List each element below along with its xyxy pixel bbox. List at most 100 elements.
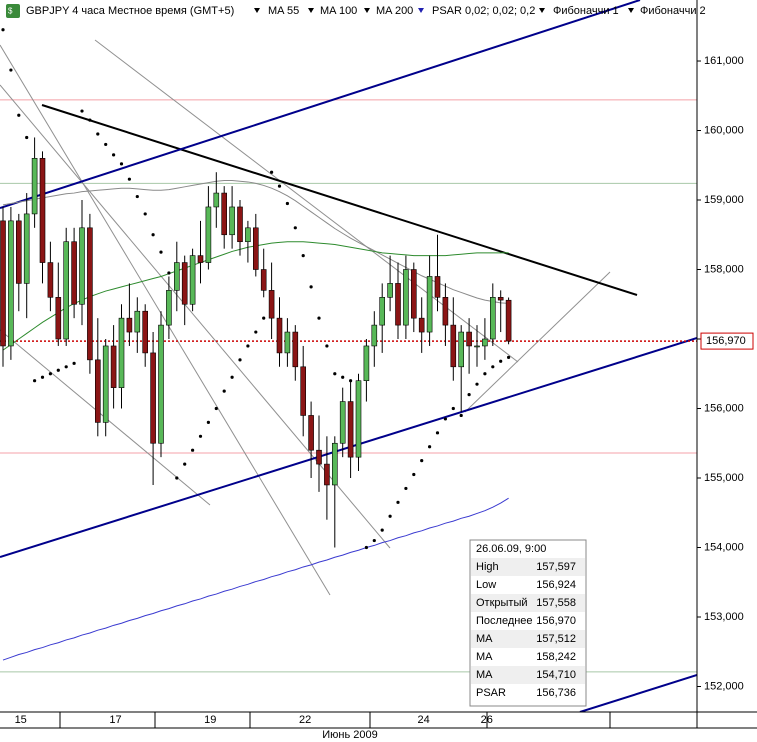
candle-body bbox=[379, 297, 386, 326]
dropdown[interactable] bbox=[418, 8, 424, 13]
dropdown[interactable] bbox=[539, 8, 545, 13]
y-tick-label: 156,000 bbox=[704, 402, 744, 414]
psar-dot bbox=[499, 359, 503, 363]
psar-dot bbox=[9, 68, 13, 72]
candle-body bbox=[71, 241, 77, 305]
psar-dot bbox=[143, 212, 147, 216]
indicator[interactable]: MA 55 bbox=[268, 5, 299, 17]
psar-dot bbox=[112, 153, 116, 157]
candle-body bbox=[395, 283, 401, 326]
psar-dot bbox=[246, 344, 250, 348]
y-tick-label: 154,000 bbox=[704, 541, 744, 553]
candle-body bbox=[466, 331, 472, 347]
candle-body bbox=[497, 297, 504, 301]
dropdown[interactable] bbox=[628, 8, 634, 13]
candle-body bbox=[363, 345, 370, 382]
candle-body bbox=[253, 227, 259, 270]
psar-dot bbox=[33, 379, 37, 383]
psar-dot bbox=[104, 142, 108, 147]
candle-body bbox=[205, 206, 212, 263]
y-tick-label: 153,000 bbox=[704, 611, 744, 623]
y-tick-label: 158,000 bbox=[704, 263, 744, 275]
info-row-bg bbox=[471, 594, 585, 612]
psar-dot bbox=[435, 431, 440, 435]
psar-dot bbox=[56, 368, 60, 372]
psar-dot bbox=[135, 194, 139, 199]
psar-dot bbox=[254, 330, 258, 334]
candle-body bbox=[355, 380, 362, 458]
dropdown[interactable] bbox=[254, 8, 260, 13]
candle-body bbox=[403, 269, 409, 326]
trendline bbox=[464, 271, 611, 413]
info-label: Открытый bbox=[476, 597, 528, 609]
psar-dot bbox=[277, 184, 282, 188]
candle-body bbox=[63, 241, 70, 340]
candle-body bbox=[331, 442, 338, 486]
candle-body bbox=[181, 262, 188, 305]
psar-dot bbox=[270, 170, 274, 174]
psar-dot bbox=[191, 448, 195, 452]
candle-body bbox=[150, 352, 156, 444]
candle-body bbox=[79, 227, 85, 305]
channel-line bbox=[579, 674, 697, 712]
x-tick-label: 17 bbox=[109, 714, 121, 726]
candle-body bbox=[347, 401, 354, 458]
trendline bbox=[0, 44, 331, 596]
psar-dot bbox=[80, 109, 84, 113]
candle-body bbox=[229, 206, 235, 236]
dropdown[interactable] bbox=[364, 8, 370, 13]
psar-dot bbox=[404, 486, 408, 491]
candle-body bbox=[284, 331, 291, 354]
psar-dot bbox=[396, 500, 400, 504]
candle-body bbox=[110, 345, 117, 388]
psar-dot bbox=[1, 28, 5, 32]
candle-body bbox=[339, 401, 346, 444]
x-axis: Июнь 2009 15 17 19 22 24 26 bbox=[15, 712, 611, 741]
dropdown[interactable] bbox=[308, 8, 314, 13]
candle-body bbox=[197, 255, 204, 263]
psar-dot bbox=[206, 420, 210, 425]
x-tick-label: 19 bbox=[204, 714, 216, 726]
info-value: 154,710 bbox=[536, 669, 576, 681]
candle-body bbox=[95, 359, 101, 423]
candle-body bbox=[276, 317, 283, 354]
info-label: MA bbox=[476, 669, 493, 681]
candle-body bbox=[126, 317, 133, 333]
psar-dot bbox=[285, 201, 289, 206]
psar-dot bbox=[341, 375, 345, 379]
psar-dot bbox=[48, 372, 53, 376]
x-axis-title: Июнь 2009 bbox=[322, 729, 378, 741]
psar-dot bbox=[96, 132, 100, 136]
info-value: 156,924 bbox=[536, 579, 576, 591]
indicator[interactable]: Фибоначчи 1 bbox=[553, 5, 619, 17]
info-row-bg bbox=[471, 666, 585, 684]
candle-body bbox=[324, 463, 330, 486]
psar-dot bbox=[198, 434, 203, 438]
candle-body bbox=[292, 331, 299, 368]
candle-body bbox=[489, 297, 496, 340]
candle-body bbox=[15, 220, 22, 284]
candle-body bbox=[39, 158, 46, 263]
psar-dot bbox=[459, 413, 463, 418]
info-label: PSAR bbox=[476, 687, 506, 699]
candle-body bbox=[213, 192, 220, 208]
candle-body bbox=[300, 366, 307, 416]
indicator[interactable]: MA 100 bbox=[320, 5, 357, 17]
header: $ GBPJPY 4 часа Местное время (GMT+5) MA… bbox=[6, 4, 706, 18]
psar-dot bbox=[475, 382, 479, 386]
x-tick-label: 22 bbox=[299, 714, 311, 726]
psar-dot bbox=[428, 445, 432, 449]
indicator[interactable]: Фибоначчи 2 bbox=[640, 5, 706, 17]
candle-body bbox=[426, 276, 433, 333]
trendline bbox=[41, 104, 638, 296]
indicator[interactable]: PSAR 0,02; 0,02; 0,2 bbox=[432, 5, 535, 17]
candle-body bbox=[8, 220, 14, 347]
psar-dot bbox=[451, 406, 455, 411]
y-tick-label: 160,000 bbox=[704, 124, 744, 136]
indicator[interactable]: MA 200 bbox=[376, 5, 413, 17]
symbol[interactable]: GBPJPY 4 часа Местное время (GMT+5) bbox=[26, 5, 234, 17]
info-label: MA bbox=[476, 633, 493, 645]
candle-body bbox=[450, 324, 457, 368]
candle-body bbox=[158, 324, 164, 444]
psar-dot bbox=[325, 344, 329, 348]
